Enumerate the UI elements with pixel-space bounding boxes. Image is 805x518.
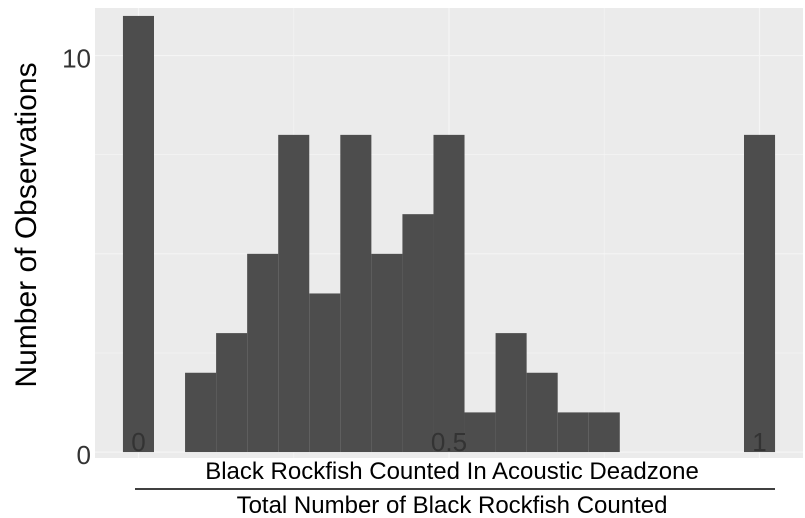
histogram-bar [402, 214, 434, 453]
histogram-bar [340, 134, 372, 453]
y-tick-labels: 0 10 [62, 44, 91, 470]
histogram-bars [122, 15, 776, 453]
histogram-bar [744, 134, 776, 453]
histogram-bar [247, 253, 279, 453]
x-axis-title-numerator: Black Rockfish Counted In Acoustic Deadz… [205, 458, 699, 485]
histogram-bar [122, 15, 154, 453]
histogram-bar [309, 293, 341, 453]
histogram-bar [588, 412, 620, 453]
histogram-bar [495, 333, 527, 453]
histogram-bar [557, 412, 589, 453]
histogram-bar [526, 372, 558, 453]
histogram-bar [371, 253, 403, 453]
x-tick-label: 1 [752, 427, 766, 457]
x-tick-label: 0 [131, 427, 145, 457]
x-tick-labels: 0 0.5 1 [131, 427, 767, 457]
histogram-bar [216, 333, 248, 453]
y-tick-label: 10 [62, 44, 91, 74]
histogram-bar [278, 134, 310, 453]
x-tick-label: 0.5 [431, 427, 467, 457]
y-tick-label: 0 [77, 440, 91, 470]
histogram-bar [464, 412, 496, 453]
histogram-bar [185, 372, 217, 453]
x-axis-title-denominator: Total Number of Black Rockfish Counted [237, 492, 668, 518]
y-axis-title: Number of Observations [10, 62, 43, 387]
histogram-bar [433, 134, 465, 453]
